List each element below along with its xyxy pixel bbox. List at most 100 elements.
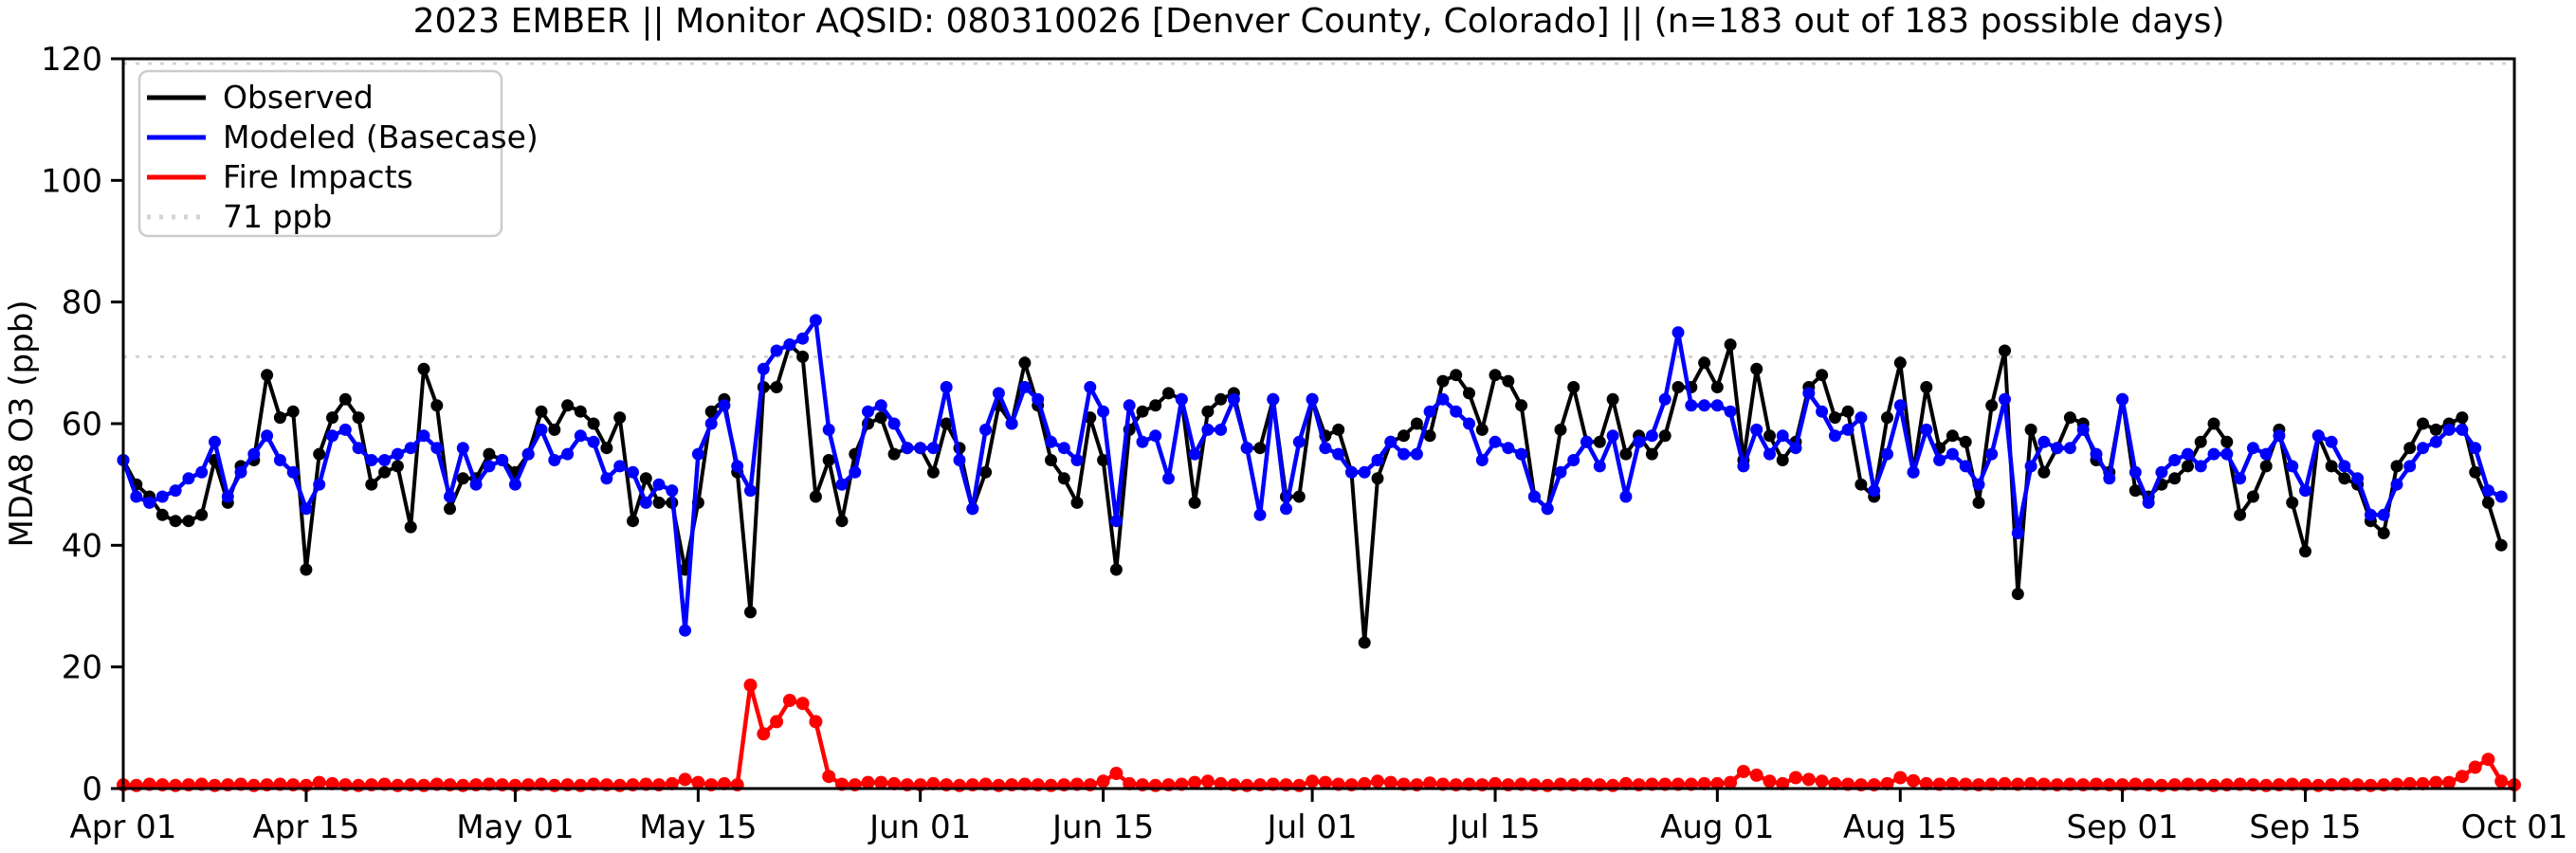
data-point [286, 405, 300, 418]
data-point [326, 411, 338, 425]
data-point [1084, 381, 1097, 393]
data-point [2299, 545, 2311, 558]
data-point [2024, 460, 2037, 473]
data-point [300, 563, 313, 576]
data-point [430, 399, 444, 412]
data-point [417, 429, 430, 443]
data-point [1201, 405, 1215, 418]
data-point [1828, 429, 1841, 443]
data-point [665, 776, 679, 790]
data-point [874, 411, 887, 425]
data-point [887, 447, 901, 461]
data-point [417, 778, 430, 792]
data-point [1371, 454, 1384, 466]
data-point [1123, 399, 1136, 412]
data-point [1318, 775, 1332, 789]
data-point [1946, 429, 1959, 443]
y-tick-label: 40 [62, 527, 102, 565]
data-point [1789, 771, 1802, 785]
data-point [1109, 563, 1123, 576]
data-point [1567, 381, 1580, 393]
data-point [1175, 392, 1188, 406]
data-point [1096, 774, 1110, 789]
data-point [2024, 776, 2038, 790]
data-point [483, 460, 496, 473]
data-point [2103, 472, 2116, 485]
data-point [456, 472, 469, 485]
data-point [2311, 429, 2325, 443]
data-point [1841, 423, 1854, 436]
data-point [1697, 776, 1711, 790]
data-point [2456, 423, 2469, 436]
data-point [1959, 460, 1972, 473]
data-point [717, 776, 731, 790]
data-point [2364, 778, 2378, 792]
data-point [966, 502, 979, 516]
legend-label: Observed [223, 79, 374, 116]
data-point [1972, 478, 1985, 491]
data-point [1893, 771, 1908, 785]
data-point [914, 442, 927, 455]
data-point [1383, 775, 1398, 789]
data-point [1109, 767, 1124, 780]
data-point [1776, 776, 1790, 790]
data-point [2259, 447, 2273, 461]
data-point [325, 776, 339, 790]
data-point [1750, 423, 1763, 436]
data-point [1749, 768, 1763, 782]
data-point [2142, 496, 2155, 509]
data-point [1005, 417, 1018, 430]
data-point [155, 508, 169, 521]
data-point [1358, 776, 1372, 790]
data-point [261, 369, 274, 382]
data-point [1724, 338, 1737, 352]
data-point [2417, 417, 2429, 430]
data-point [1018, 381, 1032, 393]
data-point [2390, 478, 2403, 491]
data-point [1698, 356, 1711, 370]
data-point [1606, 429, 1619, 443]
data-point [444, 490, 456, 503]
data-point [2417, 442, 2429, 455]
data-point [1972, 496, 1985, 509]
data-point [2220, 447, 2234, 461]
data-point [2338, 472, 2351, 485]
data-point [1148, 778, 1162, 792]
series-line-fire-impacts [122, 682, 2515, 789]
data-point [926, 776, 941, 790]
data-point [2468, 760, 2482, 774]
data-point [2377, 527, 2390, 539]
data-point [2207, 778, 2220, 792]
data-point [1736, 765, 1750, 778]
data-point [1515, 399, 1528, 412]
data-point [783, 338, 796, 352]
data-point [1475, 454, 1489, 466]
data-point [548, 423, 561, 436]
data-point [195, 508, 209, 521]
data-point [2403, 442, 2417, 455]
x-tick-label: Jul 01 [1266, 808, 1358, 846]
data-point [1854, 411, 1868, 425]
data-point [1450, 405, 1463, 418]
data-point [155, 490, 169, 503]
data-point [796, 350, 810, 363]
data-point [600, 472, 613, 485]
data-point [835, 478, 849, 491]
data-point [444, 502, 456, 516]
data-point [1881, 447, 1893, 461]
data-point [1658, 392, 1672, 406]
data-point [208, 778, 222, 792]
data-point [521, 447, 535, 461]
data-point [2338, 460, 2351, 473]
data-point [2442, 775, 2457, 789]
data-point [1554, 465, 1567, 479]
data-point [417, 362, 430, 375]
data-point [273, 411, 286, 425]
data-point [391, 447, 404, 461]
data-point [2246, 490, 2259, 503]
data-point [1920, 381, 1933, 393]
data-point [2116, 392, 2129, 406]
data-point [1489, 776, 1502, 790]
data-point [1776, 454, 1789, 466]
x-tick-label: Apr 01 [70, 808, 177, 846]
